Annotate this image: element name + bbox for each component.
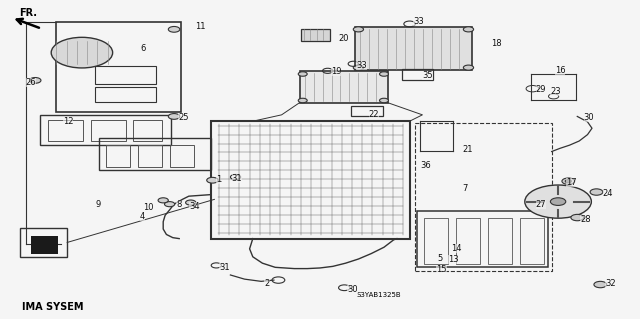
Text: 9: 9 — [96, 200, 101, 209]
Bar — [417, 211, 548, 267]
Circle shape — [207, 177, 218, 183]
Text: 8: 8 — [176, 200, 181, 209]
Circle shape — [168, 114, 180, 119]
Bar — [95, 66, 156, 84]
Text: 16: 16 — [555, 66, 565, 75]
Bar — [48, 120, 83, 141]
Circle shape — [525, 185, 591, 218]
Text: IMA SYSEM: IMA SYSEM — [22, 302, 83, 312]
Circle shape — [168, 26, 180, 32]
Text: 33: 33 — [413, 17, 424, 26]
Text: 1: 1 — [216, 175, 221, 184]
Text: 21: 21 — [462, 145, 472, 154]
Bar — [211, 121, 410, 239]
Text: 33: 33 — [356, 61, 367, 70]
Text: 19: 19 — [331, 67, 341, 76]
Circle shape — [51, 37, 113, 68]
Text: 15: 15 — [436, 265, 447, 274]
Text: 29: 29 — [536, 85, 546, 94]
Circle shape — [463, 27, 474, 32]
Bar — [488, 218, 512, 264]
Bar — [133, 120, 162, 141]
Circle shape — [562, 178, 575, 184]
Bar — [300, 71, 388, 103]
Text: 30: 30 — [347, 285, 358, 294]
Text: 31: 31 — [219, 263, 230, 272]
Bar — [56, 22, 181, 112]
Bar — [99, 138, 211, 170]
Text: 18: 18 — [492, 39, 502, 48]
Text: 35: 35 — [422, 71, 433, 80]
Circle shape — [298, 72, 307, 76]
Text: FR.: FR. — [19, 8, 37, 19]
Text: 31: 31 — [232, 174, 243, 182]
Text: 20: 20 — [338, 34, 348, 43]
Circle shape — [186, 200, 196, 205]
Bar — [355, 27, 472, 70]
Text: 4: 4 — [140, 212, 145, 221]
Circle shape — [550, 198, 566, 205]
Text: 36: 36 — [420, 161, 431, 170]
Bar — [95, 87, 156, 102]
Circle shape — [353, 65, 364, 70]
Text: 23: 23 — [550, 87, 561, 96]
Circle shape — [565, 180, 572, 183]
Text: 5: 5 — [437, 254, 442, 263]
Bar — [138, 145, 162, 167]
Text: 22: 22 — [369, 110, 379, 119]
Bar — [40, 115, 171, 145]
Text: 2: 2 — [264, 279, 269, 288]
Text: 25: 25 — [178, 113, 188, 122]
Bar — [31, 236, 58, 254]
Text: 27: 27 — [536, 200, 547, 209]
Bar — [106, 145, 130, 167]
Bar — [91, 120, 126, 141]
Text: 30: 30 — [584, 113, 595, 122]
Text: 26: 26 — [26, 78, 36, 87]
Circle shape — [463, 65, 474, 70]
Text: S3YAB1325B: S3YAB1325B — [356, 292, 401, 298]
Circle shape — [164, 202, 175, 207]
Circle shape — [571, 214, 584, 221]
Bar — [424, 218, 448, 264]
Circle shape — [298, 98, 307, 103]
Circle shape — [29, 78, 41, 83]
Bar — [351, 106, 383, 116]
Circle shape — [594, 281, 607, 288]
Text: 17: 17 — [566, 178, 577, 187]
Bar — [402, 69, 433, 80]
Circle shape — [380, 98, 388, 103]
Circle shape — [158, 198, 168, 203]
Text: 11: 11 — [195, 22, 205, 31]
Circle shape — [590, 189, 603, 195]
Text: 6: 6 — [141, 44, 146, 53]
Text: 7: 7 — [462, 184, 467, 193]
Circle shape — [380, 72, 388, 76]
Text: 14: 14 — [451, 244, 461, 253]
Text: 32: 32 — [605, 279, 616, 288]
Bar — [20, 228, 67, 257]
Circle shape — [353, 27, 364, 32]
Text: 28: 28 — [580, 215, 591, 224]
Bar — [415, 123, 552, 271]
Bar — [170, 145, 194, 167]
Text: 34: 34 — [189, 202, 200, 211]
Text: 13: 13 — [448, 256, 459, 264]
Text: 10: 10 — [143, 204, 153, 212]
Bar — [520, 218, 544, 264]
Text: 12: 12 — [63, 117, 73, 126]
Text: 24: 24 — [603, 189, 613, 198]
Bar — [301, 29, 330, 41]
Bar — [456, 218, 480, 264]
